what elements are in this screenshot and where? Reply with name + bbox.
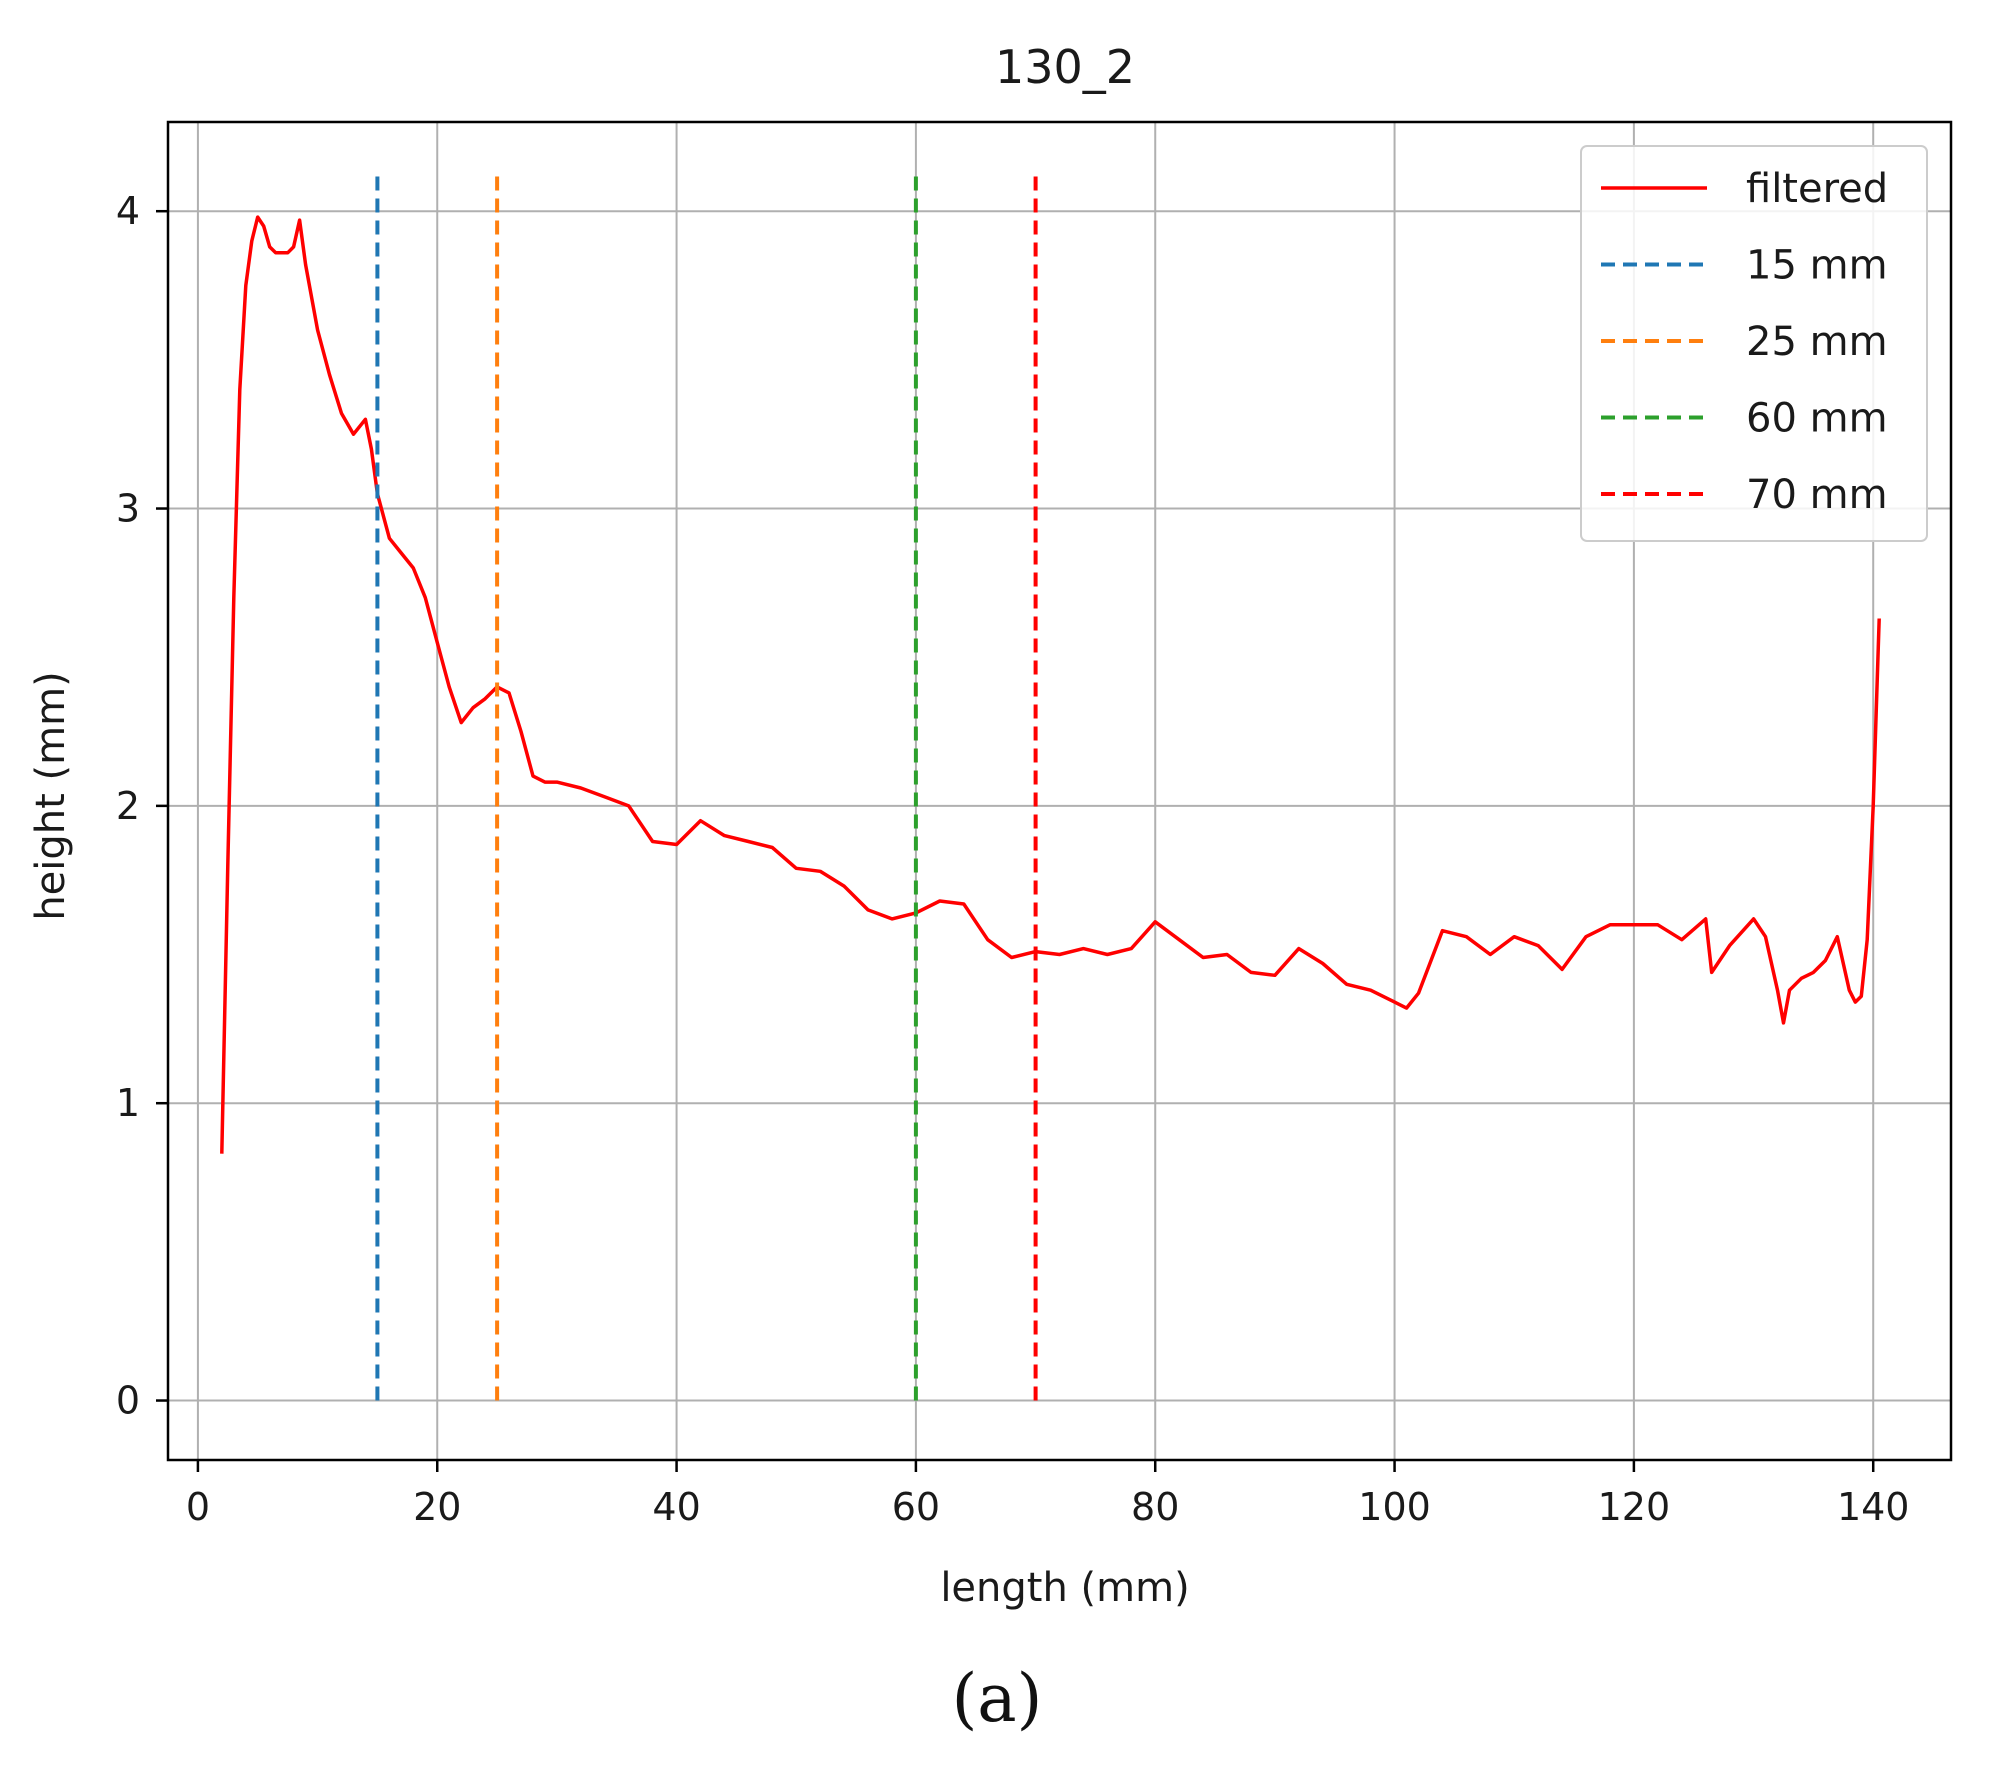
x-tick-label: 100: [1358, 1485, 1431, 1529]
legend-label: 25 mm: [1746, 319, 1888, 365]
x-tick-label: 0: [186, 1485, 210, 1529]
y-tick-label: 4: [116, 189, 140, 233]
y-tick-label: 3: [116, 487, 140, 531]
series-group: [220, 175, 1881, 1401]
legend: filtered 15 mm 25 mm 60 mm 70 mm: [1580, 145, 1928, 542]
x-tick-label: 20: [413, 1485, 461, 1529]
legend-label: 60 mm: [1746, 396, 1888, 442]
x-tick-label: 80: [1131, 1485, 1179, 1529]
x-tick-label: 120: [1598, 1485, 1671, 1529]
x-tick-label: 140: [1837, 1485, 1910, 1529]
y-axis-label: height (mm): [28, 671, 74, 920]
legend-label: filtered: [1746, 166, 1888, 212]
y-axis-ticks: 0 1 2 3 4: [116, 189, 168, 1423]
y-tick-label: 0: [116, 1379, 140, 1423]
y-tick-label: 1: [116, 1081, 140, 1125]
x-tick-label: 60: [892, 1485, 940, 1529]
y-tick-label: 2: [116, 784, 140, 828]
legend-label: 15 mm: [1746, 243, 1888, 289]
chart-title: 130_2: [995, 40, 1135, 94]
plot-frame: [166, 120, 1953, 1462]
x-axis-label: length (mm): [940, 1565, 1189, 1611]
x-axis-ticks: 0 20 40 60 80 100 120 140: [186, 1460, 1910, 1529]
figure-caption: (a): [951, 1660, 1043, 1737]
x-tick-label: 40: [652, 1485, 700, 1529]
legend-label: 70 mm: [1746, 472, 1888, 518]
legend-box: [1580, 145, 1928, 542]
